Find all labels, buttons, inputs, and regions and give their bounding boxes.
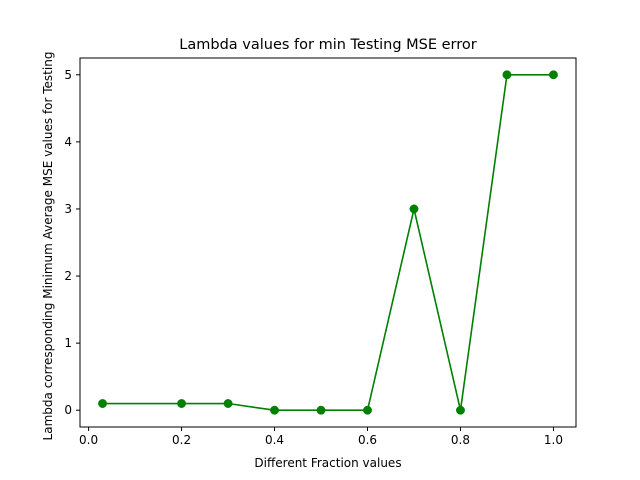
axes-frame [79,57,577,428]
x-tick-label: 0.0 [79,433,98,447]
series-line [102,73,554,412]
x-tick-label: 0.2 [172,433,191,447]
data-point [456,405,465,415]
x-tick-label: 0.4 [265,433,284,447]
x-tick-label: 0.6 [358,433,377,447]
data-point [363,405,372,415]
data-point [409,204,419,214]
plot-area: 0.0 0.2 0.4 0.6 0.8 1.0 0 1 2 3 4 5 [64,57,577,447]
y-tick-label: 0 [64,403,72,417]
y-tick-label: 5 [64,68,72,82]
data-point [98,399,107,408]
data-point [270,405,279,415]
data-point [223,399,233,408]
x-tick-label: 1.0 [544,433,563,447]
data-point [549,70,558,80]
chart-title: Lambda values for min Testing MSE error [179,37,476,53]
x-axis-label: Different Fraction values [254,456,401,470]
data-point [177,399,187,408]
y-tick-label: 3 [64,202,72,216]
y-tick-label: 1 [64,336,72,350]
y-tick-label: 2 [64,269,72,283]
y-axis-label: Lambda corresponding Minimum Average MSE… [41,52,55,441]
data-point [502,70,512,80]
data-point [316,405,326,415]
x-tick-label: 0.8 [451,433,470,447]
y-tick-label: 4 [64,135,72,149]
